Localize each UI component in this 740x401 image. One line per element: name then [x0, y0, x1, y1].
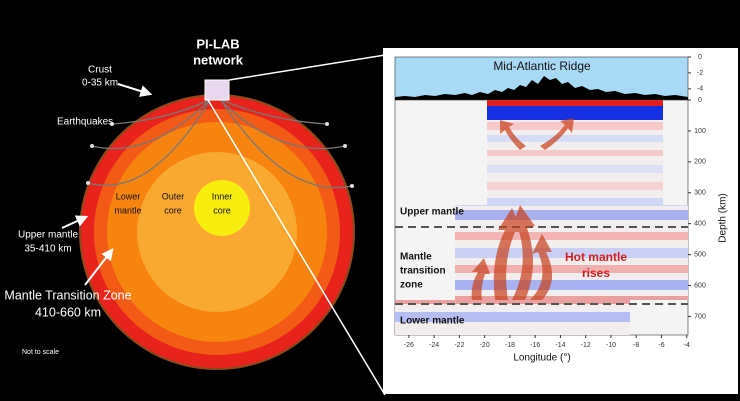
y-tick-label: 300: [694, 190, 706, 197]
x-tick-label: -22: [454, 342, 464, 349]
topography: [395, 76, 688, 100]
label: Lower mantle: [400, 316, 465, 327]
label: 410-660 km: [35, 305, 101, 319]
label: zone: [400, 280, 423, 291]
y-tick-label: 400: [694, 221, 706, 228]
y-tick-label: 0: [698, 97, 702, 104]
axis-title: Longitude (°): [513, 353, 570, 364]
y-tick-label: 200: [694, 159, 706, 166]
arrow: [84, 248, 114, 286]
x-tick-label: -8: [633, 342, 639, 349]
label: 0-35 km: [82, 78, 118, 89]
y-tick-label: 600: [694, 282, 706, 289]
y-tick-label: 0: [698, 54, 702, 61]
x-tick-label: -16: [530, 342, 540, 349]
arrow: [61, 215, 89, 229]
note: Not to scale: [22, 349, 59, 356]
label: Outer: [162, 191, 185, 201]
zoom-line: [228, 54, 386, 81]
earth: [79, 79, 355, 370]
x-tick-label: -20: [480, 342, 490, 349]
annotation: Hot mantle: [565, 250, 627, 264]
title: PI-LAB: [196, 36, 239, 51]
title: network: [193, 52, 244, 67]
upwelling-arrows: [471, 118, 574, 300]
x-tick-label: -12: [581, 342, 591, 349]
label: Mantle Transition Zone: [4, 288, 131, 302]
label: Upper mantle: [400, 207, 464, 218]
label: Earthquakes: [57, 117, 113, 128]
axis-title: Depth (km): [718, 193, 729, 242]
x-tick-label: -14: [555, 342, 565, 349]
label: core: [213, 205, 231, 215]
label: Inner: [212, 191, 233, 201]
plot-title: Mid-Atlantic Ridge: [493, 59, 591, 73]
y-tick-label: -2: [697, 70, 703, 77]
x-tick-label: -10: [606, 342, 616, 349]
y-tick-label: -4: [697, 86, 703, 93]
label: transition: [400, 266, 446, 277]
label: Crust: [88, 65, 112, 76]
x-tick-label: -26: [404, 342, 414, 349]
label: 35-410 km: [24, 244, 71, 255]
y-tick-label: 700: [694, 313, 706, 320]
zoom-line: [207, 99, 386, 396]
x-tick-label: -4: [684, 342, 690, 349]
annotation: rises: [582, 266, 610, 280]
label: Lower: [116, 191, 141, 201]
y-tick-label: 100: [694, 128, 706, 135]
arrow: [117, 83, 153, 97]
x-tick-label: -18: [505, 342, 515, 349]
label: Upper mantle: [18, 230, 78, 241]
label: mantle: [114, 205, 141, 215]
label: Mantle: [400, 252, 432, 263]
x-tick-label: -24: [429, 342, 439, 349]
x-tick-label: -6: [658, 342, 664, 349]
y-tick-label: 500: [694, 251, 706, 258]
label: core: [164, 205, 182, 215]
